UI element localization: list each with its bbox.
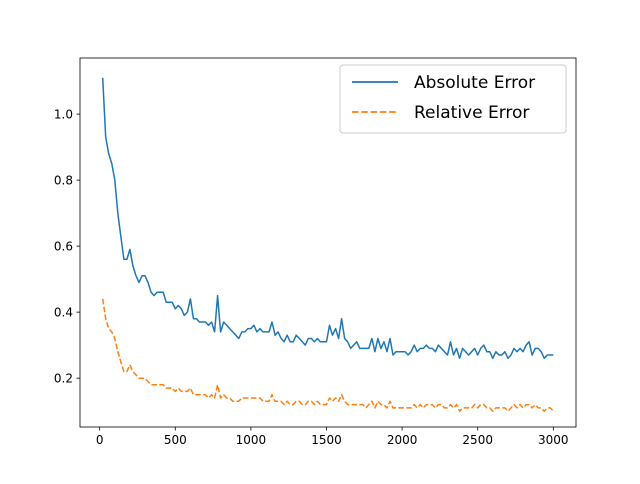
series-line-1 — [101, 77, 554, 360]
y-tick-label: 0.8 — [54, 174, 73, 188]
x-tick-label: 500 — [164, 433, 187, 447]
plot-area — [101, 77, 554, 412]
axes: 0 500 1000 1500 2000 2500 3000 0.2 0.4 0.6 0.8 1.0 — [54, 57, 577, 447]
axes-frame — [79, 57, 577, 428]
legend-label-2: Relative Error — [414, 103, 529, 123]
x-tick-label: 0 — [96, 433, 104, 447]
y-tick-label: 0.2 — [54, 372, 73, 386]
series-line-2 — [101, 298, 554, 412]
y-tick-label: 0.4 — [54, 306, 73, 320]
x-tick-label: 2500 — [462, 433, 493, 447]
x-tick-label: 2000 — [387, 433, 418, 447]
legend-label-1: Absolute Error — [414, 73, 535, 93]
x-tick-label: 3000 — [538, 433, 569, 447]
y-tick-label: 1.0 — [54, 108, 73, 122]
x-tick-label: 1500 — [311, 433, 342, 447]
y-tick-label: 0.6 — [54, 240, 73, 254]
legend: Absolute Error Relative Error — [339, 64, 567, 134]
x-tick-label: 1000 — [236, 433, 267, 447]
